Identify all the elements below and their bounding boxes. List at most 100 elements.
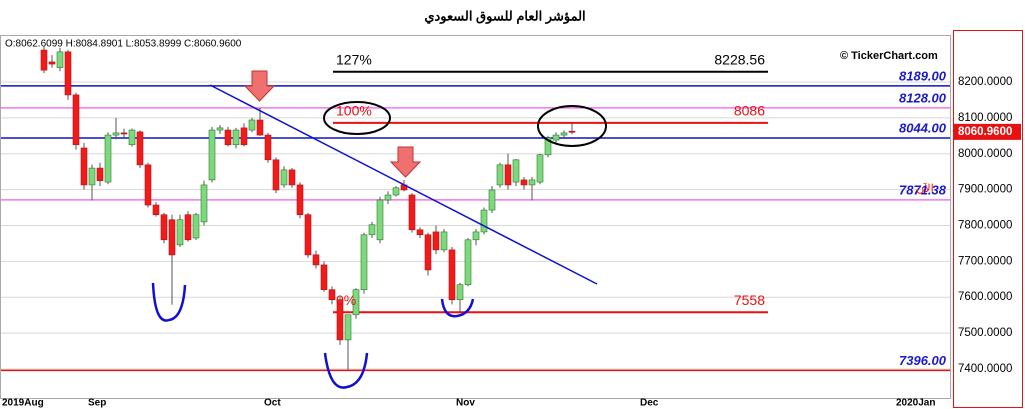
level-label: 8128.00 bbox=[899, 90, 947, 105]
y-tick-label: 7600.0000 bbox=[958, 291, 1012, 303]
candle-body bbox=[280, 169, 288, 186]
candle-body bbox=[328, 289, 336, 301]
fib-pct: 0% bbox=[336, 292, 356, 308]
last-price-box bbox=[954, 123, 1021, 140]
candle-body bbox=[440, 231, 448, 251]
candle-body bbox=[536, 154, 544, 183]
candle-body bbox=[168, 219, 176, 256]
candle-body bbox=[448, 249, 456, 301]
y-tick-label: 7900.0000 bbox=[958, 184, 1012, 196]
candle-body bbox=[552, 134, 560, 141]
candle-body bbox=[336, 299, 344, 341]
candle-body bbox=[392, 187, 400, 196]
candle-body bbox=[144, 164, 152, 206]
y-tick-label: 7500.0000 bbox=[958, 327, 1012, 339]
fib-value: 7558 bbox=[734, 292, 765, 308]
ellipse bbox=[323, 101, 391, 135]
candle-body bbox=[344, 314, 352, 341]
trend-line bbox=[209, 84, 598, 285]
level-label: 8189.00 bbox=[899, 68, 947, 83]
candle-body bbox=[128, 129, 136, 146]
candle-body bbox=[56, 51, 64, 68]
candle-body bbox=[200, 184, 208, 223]
candle-body bbox=[472, 231, 480, 241]
candle-body bbox=[48, 61, 56, 65]
candle-body bbox=[296, 184, 304, 216]
candle-body bbox=[568, 130, 576, 133]
plot-border bbox=[0, 35, 951, 399]
candle-body bbox=[72, 94, 80, 146]
u-shape bbox=[151, 282, 187, 322]
candle-body bbox=[512, 159, 520, 183]
x-tick-label: Oct bbox=[264, 398, 281, 409]
candle-body bbox=[80, 147, 88, 186]
level-label: 7871.38 bbox=[899, 182, 947, 197]
candle-body bbox=[320, 264, 328, 290]
candle-body bbox=[240, 127, 248, 146]
candle-body bbox=[248, 119, 256, 131]
x-tick-label: Nov bbox=[456, 398, 475, 409]
marks bbox=[1, 46, 950, 372]
candle-body bbox=[352, 289, 360, 316]
candle-body bbox=[360, 234, 368, 290]
y-tick-label: 8000.0000 bbox=[958, 148, 1012, 160]
candle-body bbox=[520, 179, 528, 186]
candle-body bbox=[120, 132, 128, 135]
x-tick-label: Dec bbox=[640, 398, 659, 409]
candle-body bbox=[560, 132, 568, 136]
fib-pct: 100% bbox=[336, 103, 372, 119]
candle-body bbox=[88, 167, 96, 186]
candle-body bbox=[528, 179, 536, 186]
candle-body bbox=[312, 254, 320, 266]
y-tick-label: 8100.0000 bbox=[958, 112, 1012, 124]
candle-body bbox=[192, 214, 200, 239]
now-label: الآن bbox=[916, 182, 933, 195]
candle-body bbox=[160, 214, 168, 241]
candle-body bbox=[416, 229, 424, 236]
candle-body bbox=[504, 164, 512, 186]
candle-body bbox=[184, 214, 192, 241]
last-price-label: 8060.9600 bbox=[958, 126, 1012, 138]
y-tick-label: 7800.0000 bbox=[958, 219, 1012, 231]
candle-body bbox=[136, 131, 144, 166]
fib-value: 8228.56 bbox=[714, 51, 765, 67]
candle-body bbox=[544, 137, 552, 156]
candle-body bbox=[496, 164, 504, 186]
candle-body bbox=[264, 134, 272, 161]
fib-value: 8086 bbox=[734, 103, 765, 119]
candle-body bbox=[408, 194, 416, 231]
candle-body bbox=[112, 132, 120, 136]
y-tick-label: 7700.0000 bbox=[958, 255, 1012, 267]
candle-body bbox=[384, 194, 392, 201]
candle-body bbox=[232, 129, 240, 146]
candle-body bbox=[288, 169, 296, 186]
candle-body bbox=[368, 224, 376, 236]
candle-body bbox=[432, 231, 440, 251]
candle-body bbox=[272, 159, 280, 191]
x-tick-label: Sep bbox=[88, 398, 106, 409]
candle-body bbox=[256, 119, 264, 136]
ohlc-info: O:8062.6099 H:8084.8901 L:8053.8999 C:80… bbox=[5, 39, 242, 50]
level-label: 8044.00 bbox=[899, 120, 947, 135]
candle-body bbox=[224, 129, 232, 146]
candle-body bbox=[488, 189, 496, 211]
u-shape bbox=[440, 298, 475, 318]
candle-body bbox=[208, 129, 216, 181]
y-tick-label: 7400.0000 bbox=[958, 363, 1012, 375]
candle-body bbox=[480, 209, 488, 233]
candle-body bbox=[424, 234, 432, 271]
x-tick-label: 2019Aug bbox=[2, 398, 44, 409]
candle-body bbox=[40, 49, 48, 71]
watermark: © TickerChart.com bbox=[840, 50, 938, 62]
level-label: 7396.00 bbox=[899, 353, 947, 368]
u-shape bbox=[323, 352, 369, 389]
y-tick-label: 8200.0000 bbox=[958, 76, 1012, 88]
down-arrow bbox=[243, 70, 276, 102]
candle-body bbox=[464, 239, 472, 285]
ellipse bbox=[537, 105, 607, 147]
x-tick-label: 2020Jan bbox=[896, 398, 935, 409]
chart-title: المؤشر العام للسوق السعودي bbox=[424, 8, 585, 24]
candle-body bbox=[96, 167, 104, 181]
